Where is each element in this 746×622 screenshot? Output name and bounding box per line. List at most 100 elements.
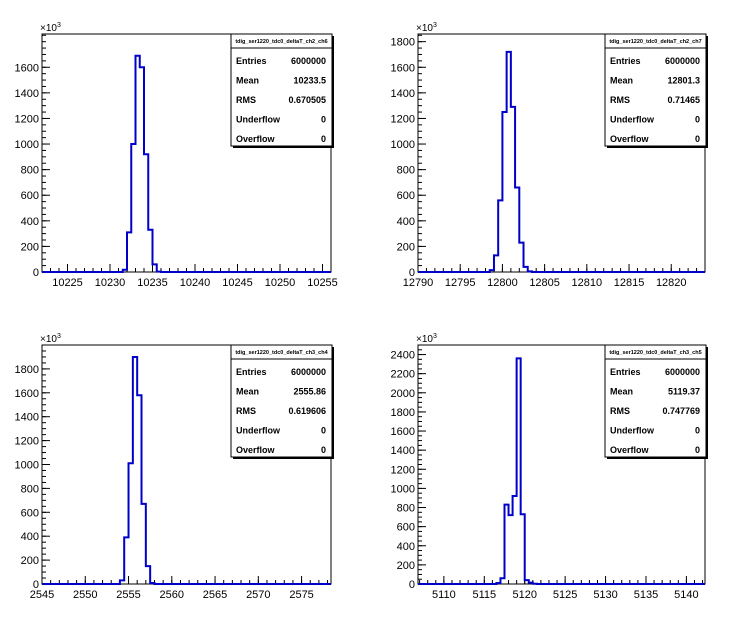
- stat-value: 0: [321, 445, 326, 455]
- stat-label: Underflow: [236, 426, 281, 436]
- x-tick-label: 2575: [289, 589, 313, 601]
- histogram-series: [42, 355, 331, 585]
- y-exponent-power: 3: [57, 333, 61, 340]
- x-tick-label: 12795: [445, 277, 476, 289]
- y-tick-label: 400: [397, 216, 415, 228]
- x-tick-label: 2560: [160, 589, 184, 601]
- y-tick-label: 1800: [15, 364, 39, 376]
- x-tick-label: 10240: [180, 277, 211, 289]
- stats-box: tdig_ser1220_tdc0_deltaT_ch2_ch6 Entries 6…: [230, 33, 334, 148]
- x-tick-label: 10245: [222, 277, 253, 289]
- x-tick-label: 10255: [307, 277, 338, 289]
- stat-label: Entries: [610, 56, 641, 66]
- stat-label: Overflow: [236, 134, 276, 144]
- stats-box: tdig_ser1220_tdc0_deltaT_ch3_ch4 Entries 6…: [230, 344, 334, 459]
- y-exponent-base: ×10: [40, 334, 57, 345]
- x-tick-label: 2545: [30, 589, 54, 601]
- histogram-panel-2: 0 200 400 600 800 1000 1200 1400 1600 1800 12790 12…: [391, 22, 708, 289]
- stat-value: 0: [695, 445, 700, 455]
- y-tick-label: 600: [397, 522, 415, 534]
- y-tick-label: 1200: [15, 113, 39, 125]
- y-exponent-label: ×103: [40, 333, 61, 345]
- stat-label: Underflow: [610, 426, 655, 436]
- y-tick-label: 1400: [391, 88, 415, 100]
- y-tick-label: 1600: [391, 426, 415, 438]
- stat-value: 5119.37: [668, 387, 700, 397]
- y-tick-label: 2200: [391, 369, 415, 381]
- x-tick-label: 2570: [246, 589, 270, 601]
- y-tick-label: 400: [21, 531, 39, 543]
- histogram-title: tdig_ser1220_tdc0_deltaT_ch2_ch6: [235, 39, 327, 45]
- stat-label: Mean: [236, 76, 259, 86]
- y-exponent-power: 3: [433, 22, 437, 29]
- x-tick-label: 5130: [593, 589, 617, 601]
- stat-value: 6000000: [665, 56, 700, 66]
- stat-value: 0: [695, 115, 700, 125]
- histogram-bin: [509, 515, 513, 584]
- stats-box-frame: [604, 344, 707, 458]
- x-tick-label: 10230: [95, 277, 126, 289]
- y-tick-label: 1800: [391, 407, 415, 419]
- y-tick-label: 0: [33, 267, 39, 279]
- stats-box-frame: [604, 33, 707, 147]
- histogram-title: tdig_ser1220_tdc0_deltaT_ch3_ch5: [609, 350, 701, 356]
- y-exponent-power: 3: [57, 22, 61, 29]
- y-tick-label: 1800: [391, 37, 415, 49]
- x-tick-label: 12805: [529, 277, 560, 289]
- stat-value: 6000000: [291, 56, 326, 66]
- y-tick-label: 1200: [15, 436, 39, 448]
- y-exponent-power: 3: [433, 333, 437, 340]
- x-tick-label: 12800: [487, 277, 518, 289]
- x-tick-label: 10225: [52, 277, 83, 289]
- histogram-title: tdig_ser1220_tdc0_deltaT_ch3_ch4: [235, 350, 328, 356]
- x-tick-label: 12790: [403, 277, 434, 289]
- stat-value: 0.670505: [288, 95, 326, 105]
- y-tick-label: 800: [397, 503, 415, 515]
- histogram-title: tdig_ser1220_tdc0_deltaT_ch2_ch7: [609, 39, 701, 45]
- x-tick-label: 5115: [472, 589, 496, 601]
- y-tick-label: 200: [397, 560, 415, 572]
- stat-value: 10233.5: [293, 76, 326, 86]
- histogram-panel-4: 0 200 400 600 800 1000 1200 1400 1600 1800 2000 220…: [391, 333, 708, 601]
- y-tick-label: 600: [21, 507, 39, 519]
- y-tick-label: 1400: [15, 412, 39, 424]
- stat-label: Entries: [236, 56, 267, 66]
- y-tick-label: 0: [33, 579, 39, 591]
- y-tick-label: 200: [21, 555, 39, 567]
- stat-label: Overflow: [610, 445, 650, 455]
- y-exponent-label: ×103: [416, 22, 437, 34]
- y-tick-label: 600: [21, 190, 39, 202]
- stat-label: RMS: [236, 95, 256, 105]
- y-tick-label: 1000: [15, 460, 39, 472]
- x-tick-label: 2555: [116, 589, 140, 601]
- stat-label: Mean: [610, 76, 633, 86]
- histogram-panel-1: 0 200 400 600 800 1000 1200 1400 1600 10225 10230 1…: [15, 22, 338, 289]
- histogram-series: [418, 50, 705, 273]
- stat-value: 0: [321, 115, 326, 125]
- stat-label: Mean: [236, 387, 259, 397]
- y-tick-label: 2400: [391, 350, 415, 362]
- y-tick-label: 0: [409, 579, 415, 591]
- stat-label: RMS: [236, 406, 256, 416]
- stat-label: RMS: [610, 95, 630, 105]
- stat-label: Entries: [236, 367, 267, 377]
- stat-value: 0.619606: [288, 406, 326, 416]
- stat-label: Entries: [610, 367, 641, 377]
- x-tick-label: 5140: [674, 589, 698, 601]
- y-tick-label: 200: [21, 241, 39, 253]
- x-tick-label: 2565: [203, 589, 227, 601]
- x-tick-label: 12815: [614, 277, 645, 289]
- stats-box: tdig_ser1220_tdc0_deltaT_ch3_ch5 Entries 6…: [604, 344, 708, 459]
- y-tick-label: 400: [397, 541, 415, 553]
- y-exponent-label: ×103: [40, 22, 61, 34]
- y-tick-label: 1600: [15, 388, 39, 400]
- y-tick-label: 1200: [391, 113, 415, 125]
- y-tick-label: 1600: [15, 62, 39, 74]
- stat-value: 0: [321, 134, 326, 144]
- stat-value: 0: [695, 426, 700, 436]
- stats-box-frame: [230, 33, 333, 147]
- x-tick-label: 12820: [656, 277, 687, 289]
- stats-box-frame: [230, 344, 333, 458]
- y-tick-label: 800: [21, 483, 39, 495]
